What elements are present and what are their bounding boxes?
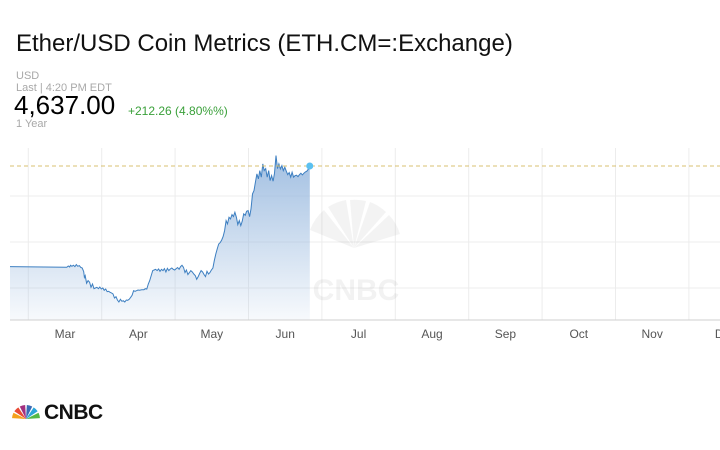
peacock-feather	[19, 405, 26, 419]
last-trade-time: Last | 4:20 PM EDT	[16, 82, 112, 94]
x-axis: Mar Apr May Jun Jul Aug Sep Oct Nov Dec	[55, 327, 720, 341]
series-line	[9, 155, 311, 303]
last-price: 4,637.00	[14, 90, 116, 120]
series-area	[10, 155, 310, 320]
price-chart[interactable]: CNBC Mar Apr May Jun Jul Aug Sep Oct Nov Dec	[0, 140, 720, 350]
peacock-feather	[14, 407, 26, 419]
peacock-icon	[12, 405, 40, 419]
peacock-feather	[12, 412, 26, 419]
x-tick-label: Jul	[351, 327, 366, 341]
peacock-feather	[26, 407, 38, 419]
last-price-marker[interactable]	[306, 162, 314, 170]
price-change: +212.26 (4.80%%)	[128, 104, 228, 118]
x-tick-label: Oct	[569, 327, 588, 341]
x-tick-label: Aug	[421, 327, 442, 341]
chart-watermark: CNBC	[310, 199, 400, 307]
logo-text: CNBC	[44, 401, 103, 424]
x-tick-label: Mar	[55, 327, 76, 341]
page-title: Ether/USD Coin Metrics (ETH.CM=:Exchange…	[16, 30, 513, 57]
peacock-feather	[26, 405, 33, 419]
currency-label: USD	[16, 70, 40, 82]
chart-watermark-text: CNBC	[313, 274, 400, 307]
x-tick-label: Nov	[642, 327, 663, 341]
peacock-feather	[26, 412, 40, 419]
period-label: 1 Year	[16, 118, 48, 130]
x-tick-label: Jun	[276, 327, 295, 341]
cnbc-logo[interactable]: CNBC	[10, 398, 140, 424]
x-tick-label: Apr	[129, 327, 148, 341]
x-tick-label: Sep	[495, 327, 517, 341]
x-tick-label: May	[200, 327, 223, 341]
x-tick-label: Dec	[715, 327, 720, 341]
